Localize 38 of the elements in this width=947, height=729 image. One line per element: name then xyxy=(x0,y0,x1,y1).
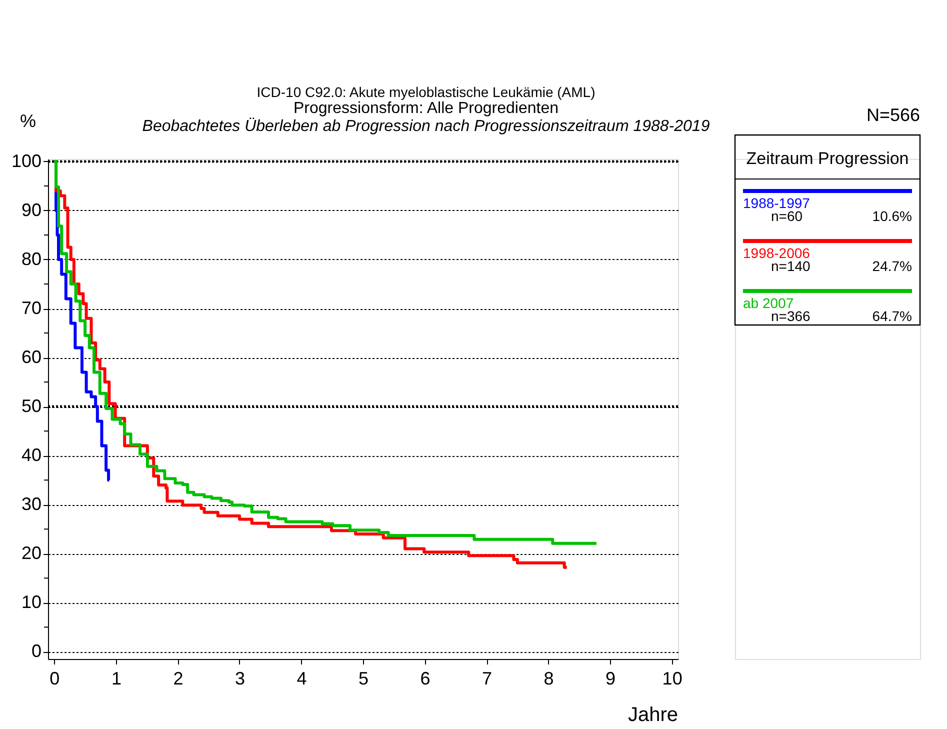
x-tick-label: 6 xyxy=(420,668,430,688)
text: n=366 xyxy=(771,308,811,324)
y-tick-label: 100 xyxy=(11,150,42,171)
y-tick-label: 70 xyxy=(21,298,42,318)
x-tick-label: 3 xyxy=(234,668,245,688)
text: n=60 xyxy=(771,208,803,224)
y-tick-label: 30 xyxy=(21,494,42,514)
text: n=140 xyxy=(771,258,811,274)
x-tick-label: 2 xyxy=(173,668,184,688)
y-axis-title: % xyxy=(20,111,36,131)
text: 1998-2006 xyxy=(743,245,810,261)
x-tick-label: 10 xyxy=(662,668,682,688)
y-tick-label: 50 xyxy=(21,396,42,416)
y-tick-label: 60 xyxy=(21,347,42,368)
text: ab 2007 xyxy=(743,295,794,311)
x-tick-label: 8 xyxy=(544,668,554,688)
text: Progressionsform: Alle Progredienten xyxy=(293,100,559,117)
x-tick-label: 5 xyxy=(358,668,369,688)
text: 64.7% xyxy=(872,308,912,324)
y-tick-label: 40 xyxy=(21,445,42,466)
x-axis-title: Jahre xyxy=(628,704,678,726)
y-tick-label: 0 xyxy=(31,641,42,662)
x-tick-label: 0 xyxy=(50,668,60,688)
x-tick-label: 9 xyxy=(606,668,616,688)
legend-title: Zeitraum Progression xyxy=(746,149,909,168)
y-tick-label: 20 xyxy=(21,543,42,564)
chart-subtitle: Beobachtetes Überleben ab Progression nach Progressionszeitraum 1988-2019 xyxy=(142,117,710,135)
y-tick-label: 10 xyxy=(21,592,42,612)
x-tick-label: 1 xyxy=(111,668,122,688)
y-tick-label: 80 xyxy=(21,248,42,269)
text: ICD-10 C92.0: Akute myeloblastische Leukämie (AML) xyxy=(256,84,596,100)
text: 24.7% xyxy=(872,258,912,274)
text: 10.6% xyxy=(872,208,912,224)
x-tick-label: 4 xyxy=(296,668,307,688)
text: 1988-1997 xyxy=(743,195,810,211)
x-tick-label: 7 xyxy=(482,668,492,688)
text: N=566 xyxy=(866,105,920,125)
y-tick-label: 90 xyxy=(21,200,42,220)
